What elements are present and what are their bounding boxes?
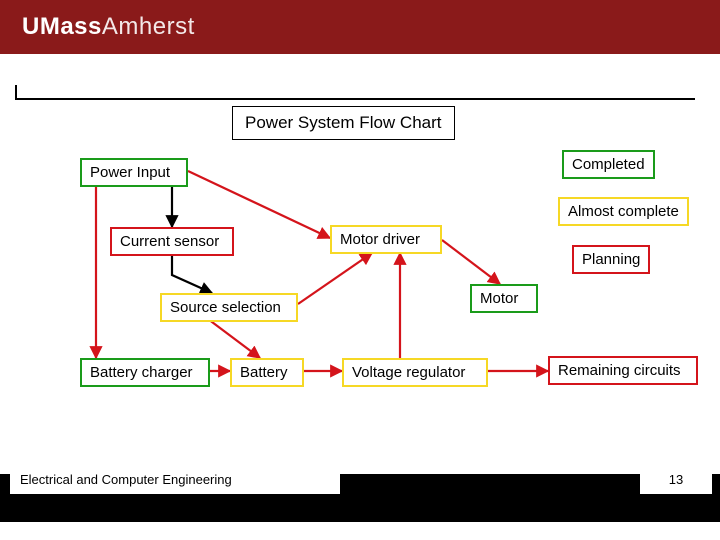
node-remaining-circuits: Remaining circuits (548, 356, 698, 385)
logo-suffix: Amherst (102, 13, 195, 40)
footer-page-number: 13 (640, 464, 712, 494)
legend-almost-complete: Almost complete (558, 197, 689, 226)
edge (172, 253, 212, 293)
umass-logo: UMassAmherst (22, 13, 195, 41)
footer-department: Electrical and Computer Engineering (10, 464, 340, 494)
node-voltage-regulator: Voltage regulator (342, 358, 488, 387)
edge (442, 240, 500, 284)
node-power-input: Power Input (80, 158, 188, 187)
edge (298, 253, 372, 304)
flowchart-title: Power System Flow Chart (232, 106, 455, 140)
node-motor-driver: Motor driver (330, 225, 442, 254)
header-bar: UMassAmherst (0, 0, 720, 54)
node-battery-charger: Battery charger (80, 358, 210, 387)
legend-planning: Planning (572, 245, 650, 274)
rule-horizontal (15, 98, 695, 100)
logo-prefix: UMass (22, 13, 102, 40)
footer-department-text: Electrical and Computer Engineering (10, 472, 232, 487)
edge (208, 319, 260, 358)
legend-completed: Completed (562, 150, 655, 179)
node-motor: Motor (470, 284, 538, 313)
node-current-sensor: Current sensor (110, 227, 234, 256)
page-number: 13 (669, 472, 683, 487)
node-battery: Battery (230, 358, 304, 387)
node-source-selection: Source selection (160, 293, 298, 322)
